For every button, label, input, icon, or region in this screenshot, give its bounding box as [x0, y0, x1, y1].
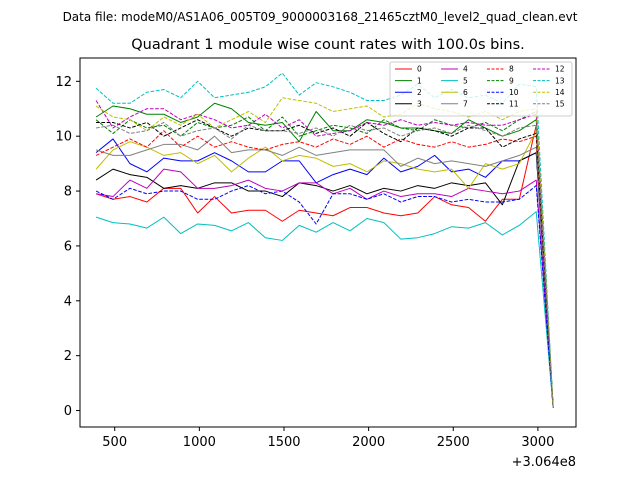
y-tick-label: 12	[55, 75, 72, 90]
legend-label-2: 2	[417, 88, 422, 97]
legend-label-11: 11	[509, 100, 519, 109]
x-tick-label: 500	[102, 435, 127, 450]
x-tick-label: 2000	[352, 435, 385, 450]
series-line-5	[95, 211, 554, 408]
legend-label-15: 15	[555, 100, 565, 109]
series-line-2	[95, 138, 554, 408]
legend-label-3: 3	[417, 100, 422, 109]
y-tick-label: 8	[64, 185, 72, 200]
legend-label-12: 12	[555, 65, 565, 74]
legend-label-8: 8	[509, 65, 514, 74]
plot-frame	[79, 57, 577, 428]
plot-lines	[95, 72, 554, 408]
series-line-15	[96, 121, 554, 408]
legend-label-10: 10	[509, 88, 519, 97]
y-axis: 0 2 4 6 8 10 12	[55, 75, 80, 419]
legend-label-4: 4	[463, 65, 468, 74]
series-line-12	[95, 100, 554, 408]
legend-label-6: 6	[463, 88, 468, 97]
y-tick-label: 10	[55, 130, 72, 145]
legend-box	[389, 61, 573, 117]
legend-label-9: 9	[509, 76, 514, 85]
series-line-0	[95, 124, 554, 408]
y-tick-label: 2	[64, 349, 72, 364]
x-axis: 500 1000 1500 2000 2500 3000	[102, 427, 554, 450]
x-tick-label: 3000	[521, 435, 554, 450]
y-tick-label: 6	[64, 239, 72, 254]
figure-suptitle: Data file: modeM0/AS1A06_005T09_90000031…	[63, 10, 578, 24]
y-tick-label: 4	[64, 294, 72, 309]
series-line-9	[95, 111, 554, 408]
legend-label-14: 14	[555, 88, 565, 97]
x-tick-label: 2500	[437, 435, 470, 450]
x-tick-label: 1500	[267, 435, 300, 450]
series-line-8	[95, 130, 554, 408]
legend-label-1: 1	[417, 76, 422, 85]
legend-label-0: 0	[417, 65, 422, 74]
legend-label-7: 7	[463, 100, 468, 109]
series-line-10	[95, 185, 554, 408]
series-line-4	[95, 168, 554, 408]
x-offset-label: +3.064e8	[512, 455, 576, 470]
x-tick-label: 1000	[183, 435, 216, 450]
series-line-14	[95, 97, 554, 408]
y-tick-label: 0	[64, 404, 72, 419]
series-line-6	[95, 130, 554, 408]
legend-label-5: 5	[463, 76, 468, 85]
series-line-7	[95, 135, 554, 408]
legend-label-13: 13	[555, 76, 565, 85]
chart-title: Quadrant 1 module wise count rates with …	[131, 37, 525, 53]
